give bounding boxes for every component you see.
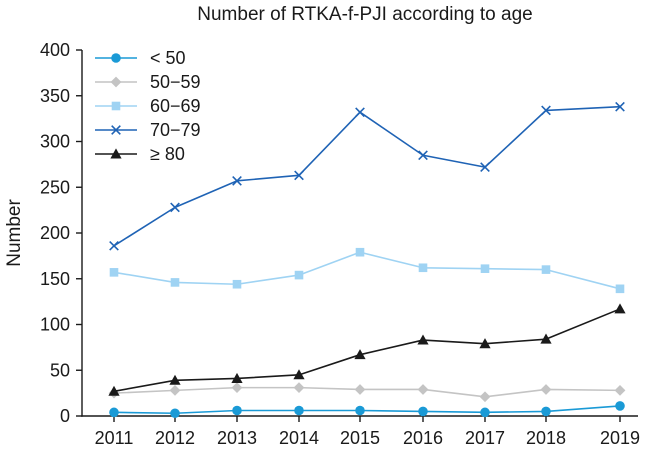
x-tick-label: 2017: [465, 428, 505, 448]
y-tick-label: 200: [40, 223, 70, 243]
data-point: [615, 284, 625, 294]
legend-marker: [110, 148, 122, 159]
legend-label: ≥ 80: [150, 144, 185, 164]
data-point: [354, 384, 366, 395]
data-point: [169, 384, 181, 396]
legend-label: 70−79: [150, 120, 201, 140]
legend-item: 60−69: [95, 96, 201, 116]
legend-item: ≥ 80: [95, 144, 185, 164]
legend-label: 50−59: [150, 72, 201, 92]
data-point: [480, 407, 490, 418]
y-axis-label: Number: [4, 199, 25, 267]
data-point: [615, 101, 625, 112]
chart-title: Number of RTKA-f-PJI according to age: [197, 4, 532, 25]
legend: < 50 50−59 60−69 70−79 ≥ 80: [95, 48, 201, 164]
y-tick-label: 50: [50, 360, 70, 380]
series-1: [109, 401, 625, 419]
data-point: [417, 384, 429, 395]
legend-marker: [111, 125, 121, 135]
data-point: [418, 150, 428, 161]
x-tick-label: 2015: [340, 428, 380, 448]
legend-item: 50−59: [95, 72, 201, 92]
data-point: [354, 349, 366, 360]
series-layer: [108, 101, 626, 419]
legend-label: < 50: [150, 48, 186, 68]
data-point: [614, 303, 626, 314]
data-point: [480, 264, 490, 273]
data-point: [540, 384, 552, 395]
legend-marker: [111, 101, 121, 111]
data-point: [170, 408, 180, 419]
legend-marker: [111, 53, 121, 63]
data-point: [355, 107, 365, 118]
series-line: [113, 308, 621, 393]
x-tick-label: 2018: [526, 428, 566, 448]
data-point: [170, 202, 180, 213]
data-point: [614, 384, 626, 396]
data-point: [109, 268, 119, 277]
series-4: [109, 101, 625, 251]
x-tick-label: 2019: [600, 428, 640, 448]
x-tick-label: 2011: [95, 428, 134, 448]
data-point: [169, 374, 181, 385]
data-point: [480, 162, 490, 172]
data-point: [417, 334, 429, 345]
data-point: [170, 278, 180, 287]
axes: 0 50 100 150 200 250 300 350 400 2011 2012 2013 2014…: [40, 40, 640, 448]
data-point: [293, 369, 305, 380]
y-tick-label: 400: [40, 40, 70, 60]
data-point: [294, 270, 304, 280]
data-point: [541, 265, 551, 274]
data-point: [108, 385, 120, 396]
data-point: [231, 382, 243, 394]
data-point: [541, 105, 551, 116]
y-tick-label: 300: [40, 132, 70, 152]
y-tick-label: 150: [40, 269, 70, 289]
y-tick-label: 350: [40, 86, 70, 106]
data-point: [355, 405, 365, 416]
data-point: [294, 405, 304, 416]
series-2: [108, 382, 626, 403]
data-point: [418, 406, 428, 417]
data-point: [294, 170, 304, 181]
series-5: [108, 303, 626, 396]
x-tick-label: 2013: [217, 428, 257, 448]
y-tick-label: 100: [40, 315, 70, 335]
data-point: [479, 391, 491, 403]
data-point: [479, 338, 491, 349]
legend-marker: [110, 76, 122, 88]
x-tick-label: 2012: [155, 428, 195, 448]
series-3: [109, 247, 625, 294]
data-point: [541, 406, 551, 417]
data-point: [232, 279, 242, 289]
data-point: [418, 263, 428, 273]
data-point: [232, 175, 242, 186]
data-point: [355, 247, 365, 257]
x-tick-label: 2014: [279, 428, 319, 448]
legend-label: 60−69: [150, 96, 201, 116]
y-tick-label: 0: [60, 406, 70, 426]
legend-item: 70−79: [95, 120, 201, 140]
data-point: [540, 333, 552, 344]
x-tick-label: 2016: [403, 428, 443, 448]
data-point: [109, 240, 119, 251]
data-point: [109, 407, 119, 418]
y-tick-label: 250: [40, 177, 70, 197]
data-point: [232, 405, 242, 416]
data-point: [231, 372, 243, 383]
data-point: [293, 382, 305, 394]
data-point: [615, 401, 625, 411]
legend-item: < 50: [95, 48, 186, 68]
